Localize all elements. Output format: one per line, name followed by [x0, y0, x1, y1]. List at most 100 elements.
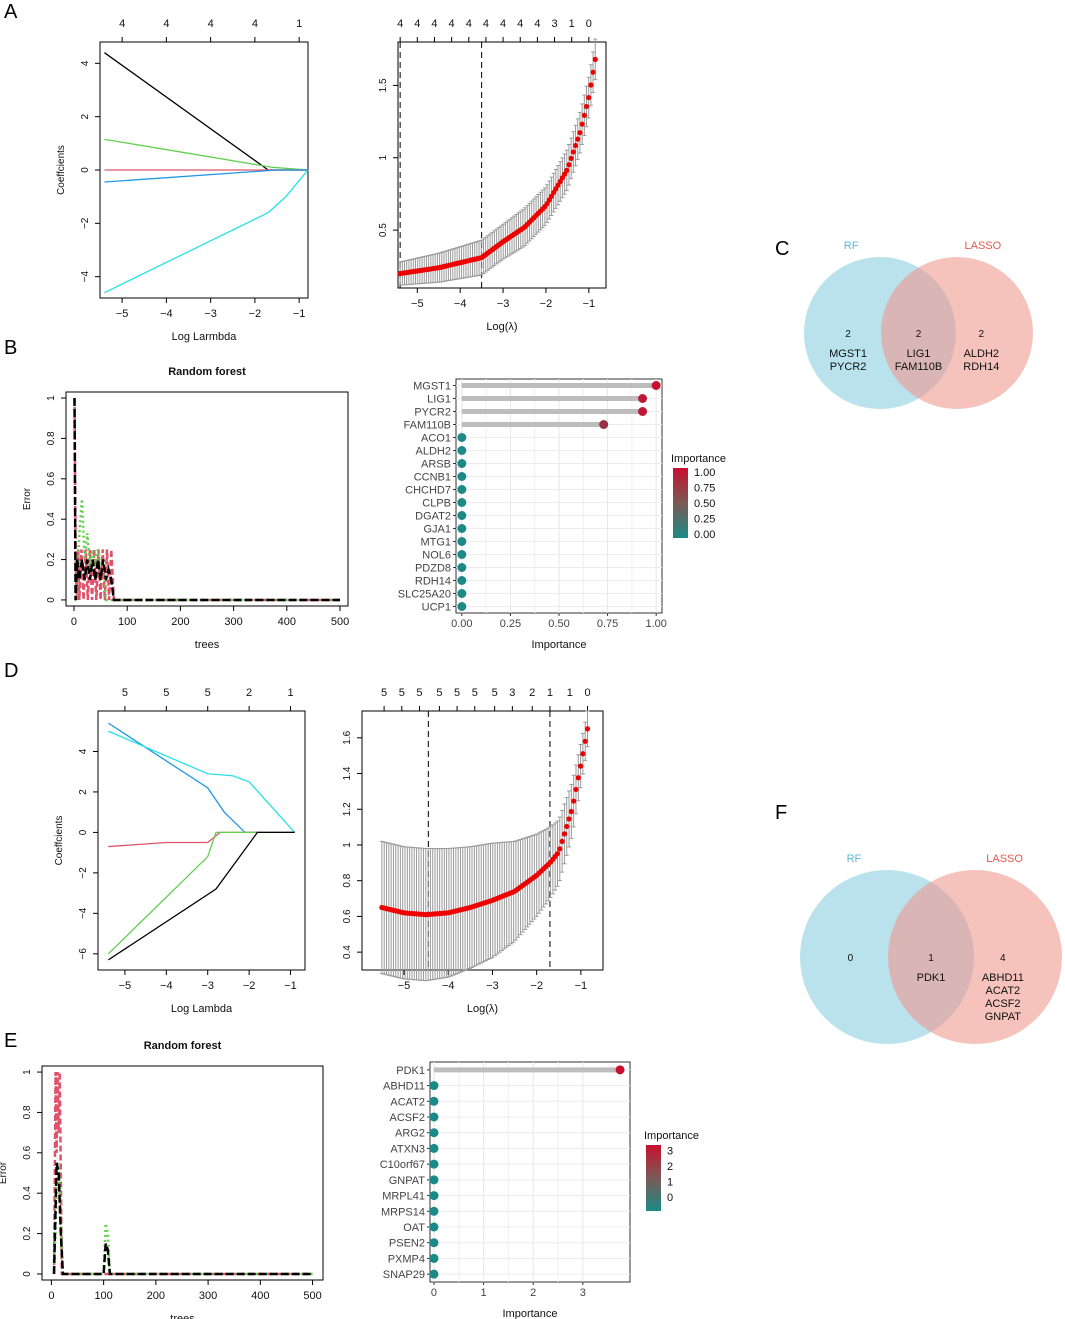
category-label: OAT [403, 1222, 425, 1234]
y-tick-label: −4 [80, 271, 91, 283]
category-label: FAM110B [404, 420, 452, 432]
x-tick-label: 500 [331, 616, 349, 628]
cv-point [572, 142, 579, 149]
lollipop-point [457, 563, 467, 572]
cv-point [575, 136, 581, 142]
x-tick-label: 400 [251, 1290, 269, 1302]
top-tick-label: 5 [436, 687, 442, 699]
y-tick-label: 0 [22, 1271, 33, 1277]
legend-label: 0.25 [694, 514, 715, 526]
venn-gene: ACSF2 [985, 998, 1020, 1010]
series-line-gene5 [104, 169, 309, 294]
top-tick-label: 4 [163, 18, 169, 30]
series-line-class1 [52, 1072, 313, 1276]
category-label: MGST1 [413, 381, 451, 393]
x-tick-label: 0.25 [500, 618, 521, 630]
top-tick-label: 5 [416, 687, 422, 699]
x-axis-title: Log(λ) [486, 321, 517, 333]
x-tick-label: 0.00 [451, 618, 472, 630]
chart-title: Random forest [168, 366, 246, 378]
venn-count: 2 [979, 329, 985, 340]
panel-letter-f: F [775, 802, 787, 824]
cv-point [577, 763, 584, 769]
top-tick-label: 5 [492, 687, 498, 699]
cv-point [580, 751, 586, 757]
series-line-gene2 [104, 138, 309, 171]
x-tick-label: −4 [160, 308, 173, 320]
lollipop-point [429, 1112, 439, 1122]
top-tick-label: 2 [529, 687, 535, 699]
plot-frame [429, 1061, 631, 1283]
x-tick-label: −1 [575, 980, 588, 992]
lollipop-point [429, 1222, 439, 1232]
top-tick-label: 4 [534, 18, 540, 30]
series-line-gene4 [107, 831, 295, 955]
cv-point [559, 838, 565, 844]
category-label: ARSB [421, 459, 451, 471]
category-label: UCP1 [422, 602, 451, 614]
series-line-class2 [52, 1162, 313, 1276]
x-tick-label: 3 [580, 1287, 586, 1299]
E-importance: PDK1 ABHD11 ACAT2 ACSF2 ARG2 ATXN3 C10orf67 GNP… [380, 1061, 699, 1319]
category-label: ACAT2 [390, 1096, 425, 1108]
y-tick-label: 0 [78, 829, 89, 835]
y-tick-label: 1.2 [342, 802, 353, 816]
legend-label: 0.75 [694, 483, 715, 495]
x-tick-label: −1 [284, 980, 297, 992]
x-tick-label: −2 [243, 980, 256, 992]
x-tick-label: 0.75 [597, 618, 618, 630]
x-tick-label: 300 [199, 1290, 217, 1302]
cv-point [568, 155, 574, 161]
lollipop-point [457, 576, 467, 585]
category-label: C10orf67 [380, 1159, 425, 1171]
plot-frame [97, 710, 306, 971]
y-tick-label: 0.4 [342, 945, 353, 959]
cv-point [571, 798, 577, 804]
x-axis-title: trees [195, 639, 220, 651]
lollipop-point [457, 550, 467, 559]
top-tick-label: 0 [586, 18, 592, 30]
cv-point [564, 167, 570, 173]
top-tick-label: 2 [246, 687, 252, 699]
top-tick-label: 3 [551, 18, 557, 30]
series-line-gene3 [108, 831, 295, 848]
lollipop-point [429, 1269, 439, 1279]
x-tick-label: 1.00 [645, 618, 666, 630]
y-tick-label: 0.8 [342, 873, 353, 887]
y-axis-title: Error [0, 1161, 9, 1184]
y-tick-label: 1 [46, 395, 57, 401]
lollipop-point [638, 407, 648, 416]
legend-label: 0.50 [694, 498, 715, 510]
top-tick-label: 1 [567, 687, 573, 699]
x-tick-label: −2 [530, 980, 543, 992]
venn-gene: MGST1 [829, 348, 867, 360]
series-line-gene2 [108, 730, 296, 833]
top-tick-label: 3 [509, 687, 515, 699]
x-tick-label: 400 [278, 616, 296, 628]
cv-point [568, 808, 574, 815]
legend-label: 2 [667, 1161, 673, 1173]
top-tick-label: 4 [208, 18, 214, 30]
x-tick-label: 100 [94, 1290, 112, 1302]
lollipop-point [429, 1253, 439, 1263]
lollipop-point [457, 433, 467, 442]
cv-point [561, 831, 568, 837]
venn-count: 2 [916, 329, 922, 340]
lollipop-point [429, 1206, 439, 1216]
x-tick-label: −5 [116, 308, 129, 320]
A-lasso-path: −5 −4 −3 −2 −1 −4 −2 0 2 4 4 4 4 4 1 Log Larmbda Coeffci… [56, 18, 309, 343]
plot-frame [41, 1065, 324, 1281]
category-label: PSEN2 [389, 1238, 425, 1250]
x-axis-title: trees [170, 1313, 195, 1319]
y-tick-label: −2 [80, 217, 91, 229]
x-tick-label: 200 [171, 616, 189, 628]
cv-point [583, 103, 590, 110]
x-tick-label: −1 [583, 298, 596, 310]
x-tick-label: −4 [442, 980, 455, 992]
panel-letter-d: D [4, 660, 18, 682]
D-lasso-cv: −5 −4 −3 −2 −10.40.60.811.21.41.65 5 5 5 5 5 5 3 2 1 1… [342, 687, 604, 1015]
x-tick-label: 300 [224, 616, 242, 628]
series-line-OOB [73, 398, 341, 602]
